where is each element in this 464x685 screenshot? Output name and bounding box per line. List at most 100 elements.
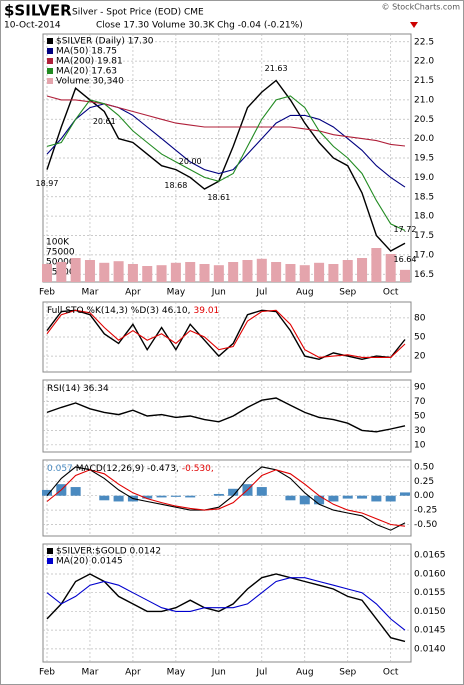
bar [127, 264, 138, 282]
bar [70, 487, 81, 496]
credit: © StockCharts.com [382, 3, 461, 12]
bar [314, 262, 325, 282]
y-tick-label: 20.0 [414, 134, 434, 144]
legend-entry: $SILVER:$GOLD 0.0142 [56, 547, 161, 557]
bar [213, 265, 224, 282]
legend-entry: MACD(12,26,9) -0.473, [76, 464, 179, 474]
instrument-name: Silver - Spot Price (EOD) CME [72, 8, 204, 18]
bar [41, 264, 53, 282]
x-tick-label: Mar [81, 668, 98, 678]
annotation: 18.68 [164, 181, 187, 190]
bar [228, 262, 239, 282]
y-tick-label: 0.0150 [414, 607, 446, 617]
legend: RSI(14) 36.34 [47, 384, 109, 394]
y-tick-label: 18.0 [414, 212, 434, 222]
legend-entry: Full STO %K(14,3) %D(3) 46.10, [47, 306, 191, 316]
series-line [46, 466, 406, 531]
x-tick-label: Aug [296, 668, 314, 678]
x-tick-label: Oct [383, 668, 399, 678]
bar [228, 488, 239, 496]
bar [156, 265, 167, 282]
y-tick-label: 90 [414, 383, 426, 393]
legend-swatch [47, 68, 53, 74]
y-tick-label: 0.00 [414, 491, 434, 501]
legend-swatch [47, 58, 53, 64]
annotation: 18.97 [36, 179, 59, 188]
y-tick-label: 21.5 [414, 76, 434, 86]
bar [328, 495, 339, 502]
bar [271, 262, 282, 282]
bar [371, 495, 382, 502]
annotation: 18.61 [207, 193, 230, 202]
bar [84, 260, 95, 282]
legend-swatch [47, 38, 53, 44]
series-line [46, 469, 406, 527]
annotation: 20.00 [179, 157, 202, 166]
x-tick-label: Mar [81, 288, 98, 298]
x-tick-label: Oct [383, 288, 399, 298]
legend-swatch [47, 558, 53, 564]
x-tick-label: Jul [255, 288, 267, 298]
y-tick-label: 18.5 [414, 192, 434, 202]
quote: Close 17.30 Volume 30.3K Chg -0.04 (-0.2… [96, 21, 303, 31]
bar [256, 258, 267, 282]
symbol: $SILVER [4, 2, 72, 20]
bar [99, 262, 110, 282]
bar [399, 269, 411, 282]
legend-entry: -0.530, [182, 464, 214, 474]
x-tick-label: May [167, 288, 186, 298]
y-tick-label: 0.50 [414, 462, 434, 472]
bar [41, 489, 53, 496]
y-tick-label: 0.0155 [414, 588, 446, 598]
legend-swatch [47, 48, 53, 54]
bar [385, 495, 396, 502]
y-tick-label: 17.5 [414, 231, 434, 241]
legend-entry: $SILVER (Daily) 17.30 [56, 37, 154, 47]
y-tick-label: 10 [414, 440, 426, 450]
y-tick-label: -0.25 [414, 506, 437, 516]
bar [299, 265, 310, 282]
bar [213, 493, 224, 496]
annotation: 20.61 [93, 117, 116, 126]
y-tick-label: 0.0165 [414, 551, 446, 561]
bar [185, 262, 196, 282]
bar [357, 495, 368, 499]
bar [342, 495, 353, 499]
legend-entry: MA(20) 17.63 [56, 67, 117, 77]
legend-entry: RSI(14) 36.34 [47, 384, 109, 394]
x-tick-label: Jul [255, 668, 267, 678]
bar [285, 495, 296, 501]
bar [199, 264, 210, 282]
bar [142, 495, 153, 499]
y-tick-label: 70 [414, 397, 426, 407]
bar [285, 264, 296, 282]
bar [170, 262, 181, 282]
bar [113, 495, 124, 502]
legend-swatch [47, 78, 53, 84]
bar [185, 495, 196, 498]
annotation: 21.63 [265, 64, 288, 73]
x-tick-label: Jun [211, 668, 226, 678]
y-tick-label: 30 [414, 426, 426, 436]
bar [70, 258, 81, 282]
y2-tick-label: 75000 [46, 248, 75, 258]
y-tick-label: 50 [414, 412, 426, 422]
legend-swatch [47, 548, 53, 554]
series-line [46, 79, 406, 252]
down-arrow [410, 22, 418, 28]
y-tick-label: 0.0145 [414, 626, 446, 636]
y-tick-label: 22.5 [414, 37, 434, 47]
legend: Full STO %K(14,3) %D(3) 46.10, 39.01 [47, 306, 219, 316]
x-tick-label: Aug [296, 288, 314, 298]
y-tick-label: 0.0140 [414, 644, 446, 654]
y-tick-label: 50 [414, 333, 426, 343]
bar [170, 495, 181, 497]
legend: 0.057 MACD(12,26,9) -0.473, -0.530, [47, 464, 214, 474]
y-tick-label: 19.5 [414, 154, 434, 164]
bar [357, 258, 368, 282]
x-tick-label: May [167, 668, 186, 678]
bar [242, 260, 253, 282]
legend-entry: 0.057 [47, 464, 73, 474]
y-tick-label: 22.0 [414, 57, 434, 67]
